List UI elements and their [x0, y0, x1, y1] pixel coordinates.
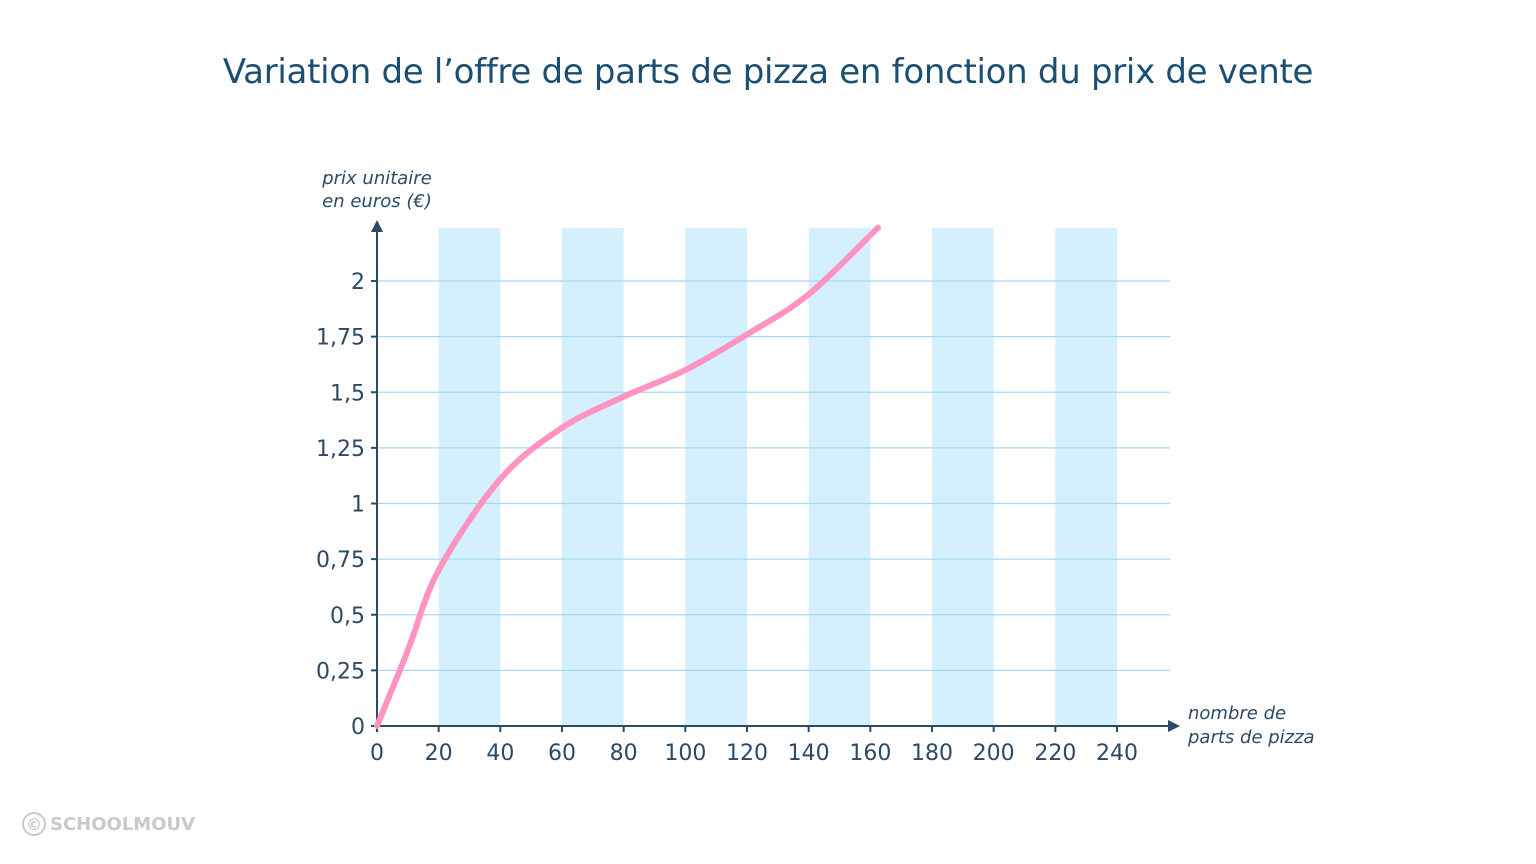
x-tick-label: 180	[911, 741, 953, 766]
series-line-offre	[374, 224, 882, 729]
x-tick-label: 80	[610, 741, 638, 766]
shaded-band	[685, 228, 747, 726]
x-axis-label-line2: parts de pizza	[1187, 727, 1315, 748]
shaded-band	[562, 228, 624, 726]
y-tick-label: 0,25	[316, 659, 365, 684]
y-tick-label: 0,75	[316, 548, 365, 573]
logo-text: SCHOOLMOUV	[50, 813, 196, 835]
y-axis-label-line1: prix unitaire	[321, 168, 432, 189]
shaded-band	[1055, 228, 1117, 726]
y-tick-label: 1	[351, 493, 365, 518]
chart-title: Variation de l’offre de parts de pizza e…	[222, 52, 1314, 92]
x-tick-label: 100	[664, 741, 706, 766]
copyright-icon: ©	[22, 812, 46, 836]
y-axis-label-line2: en euros (€)	[322, 191, 432, 212]
shaded-band	[438, 228, 501, 726]
y-axis-arrow	[371, 220, 383, 232]
x-tick-label: 20	[425, 741, 453, 766]
shaded-band	[932, 228, 994, 726]
shaded-band	[808, 228, 871, 726]
x-tick-label: 200	[973, 741, 1015, 766]
y-tick-label: 2	[351, 270, 365, 295]
x-axis-label-line1: nombre de	[1188, 703, 1286, 724]
x-tick-label: 40	[486, 741, 514, 766]
schoolmouv-logo: © SCHOOLMOUV	[22, 812, 195, 836]
y-tick-label: 0	[351, 715, 365, 740]
x-axis-arrow	[1168, 720, 1180, 732]
y-tick-label: 1,75	[316, 326, 365, 351]
y-tick-label: 1,5	[330, 381, 365, 406]
x-tick-label: 120	[726, 741, 768, 766]
x-tick-label: 160	[849, 741, 891, 766]
x-tick-label: 220	[1034, 741, 1076, 766]
x-tick-label: 0	[370, 741, 384, 766]
y-tick-label: 0,5	[330, 604, 365, 629]
x-tick-label: 240	[1096, 741, 1138, 766]
y-tick-label: 1,25	[316, 437, 365, 462]
x-tick-label: 60	[548, 741, 576, 766]
x-tick-label: 140	[788, 741, 830, 766]
